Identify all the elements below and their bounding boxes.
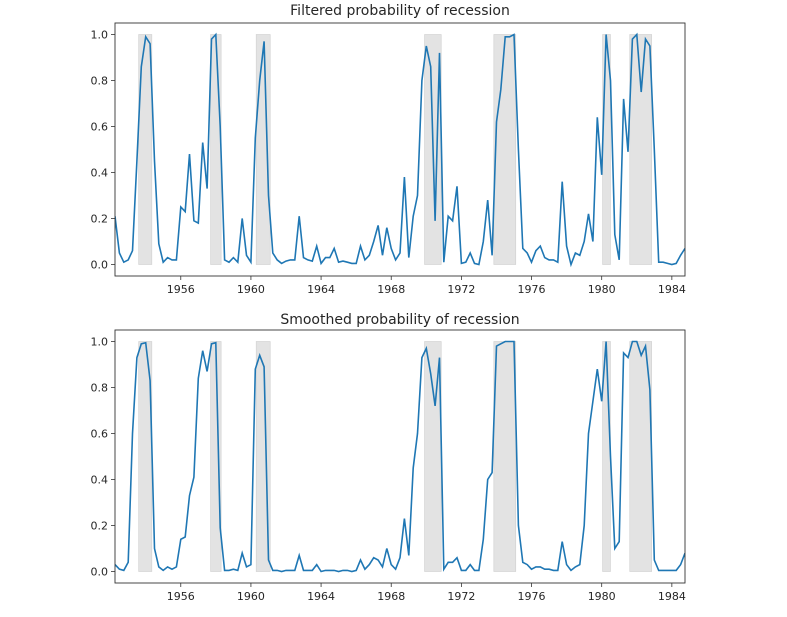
x-tick-label: 1956 — [167, 283, 195, 296]
x-tick-label: 1984 — [658, 590, 686, 603]
x-tick-label: 1980 — [588, 590, 616, 603]
y-tick-label: 0.2 — [91, 520, 109, 533]
axes-frame — [114, 22, 686, 277]
x-tick-label: 1976 — [518, 283, 546, 296]
chart-title: Smoothed probability of recession — [280, 312, 519, 328]
axes-frame — [114, 329, 686, 584]
y-tick-label: 0.6 — [91, 428, 109, 441]
x-tick-label: 1964 — [307, 590, 335, 603]
y-tick-label: 0.6 — [91, 121, 109, 134]
x-tick-label: 1984 — [658, 283, 686, 296]
y-tick-label: 0.2 — [91, 213, 109, 226]
recession-band — [138, 34, 153, 265]
x-tick-label: 1968 — [377, 590, 405, 603]
y-tick-label: 1.0 — [91, 29, 109, 42]
y-tick-label: 1.0 — [91, 336, 109, 349]
smoothed-probability-axes: Smoothed probability of recession 0.0 0.2… — [91, 312, 686, 603]
recession-band — [493, 341, 517, 572]
probability-series-line — [115, 340, 685, 573]
x-tick-label: 1964 — [307, 283, 335, 296]
recession-band — [493, 34, 517, 265]
x-tick-label: 1976 — [518, 590, 546, 603]
x-tick-label: 1972 — [447, 590, 475, 603]
recession-band — [255, 34, 271, 265]
probability-series-line — [115, 32, 685, 268]
x-tick-label: 1960 — [237, 283, 265, 296]
x-tick-label: 1980 — [588, 283, 616, 296]
chart-title: Filtered probability of recession — [290, 3, 510, 19]
recession-band — [210, 34, 222, 265]
y-tick-label: 0.4 — [91, 167, 109, 180]
y-tick-label: 0.8 — [91, 75, 109, 88]
x-tick-label: 1968 — [377, 283, 405, 296]
filtered-probability-axes: Filtered probability of recession 0.0 0.2… — [91, 3, 686, 296]
y-tick-label: 0.4 — [91, 474, 109, 487]
recession-band — [210, 341, 222, 572]
x-tick-label: 1956 — [167, 590, 195, 603]
recession-band — [424, 341, 442, 572]
recession-band — [629, 34, 652, 265]
y-tick-label: 0.8 — [91, 382, 109, 395]
y-tick-label: 0.0 — [91, 566, 109, 579]
x-tick-label: 1972 — [447, 283, 475, 296]
x-tick-label: 1960 — [237, 590, 265, 603]
y-tick-label: 0.0 — [91, 259, 109, 272]
